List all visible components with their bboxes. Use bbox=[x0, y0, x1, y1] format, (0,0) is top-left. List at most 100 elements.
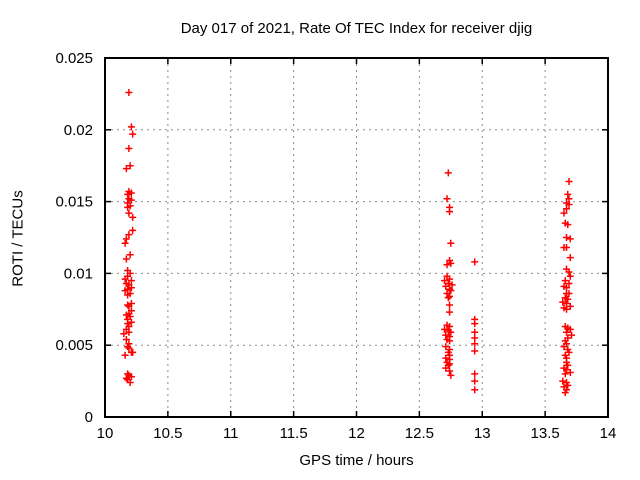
data-point bbox=[443, 195, 451, 203]
data-point bbox=[121, 287, 129, 295]
data-point bbox=[124, 203, 132, 211]
data-point bbox=[446, 337, 454, 345]
data-point bbox=[122, 311, 130, 319]
y-tick-label: 0.01 bbox=[64, 265, 93, 282]
data-point bbox=[563, 205, 571, 213]
data-point bbox=[446, 208, 454, 216]
data-point bbox=[471, 340, 479, 348]
data-point bbox=[125, 144, 133, 152]
data-point bbox=[471, 320, 479, 328]
x-tick-label: 11.5 bbox=[280, 425, 308, 442]
data-point bbox=[566, 272, 574, 280]
data-point bbox=[471, 370, 479, 378]
data-point bbox=[124, 190, 132, 198]
data-point bbox=[127, 284, 135, 292]
data-point bbox=[124, 301, 132, 309]
data-point bbox=[568, 331, 576, 339]
x-tick-label: 10 bbox=[97, 425, 114, 442]
data-point bbox=[442, 354, 450, 362]
data-point bbox=[471, 347, 479, 355]
y-tick-label: 0.025 bbox=[55, 50, 93, 67]
data-point bbox=[559, 377, 567, 385]
data-point bbox=[471, 386, 479, 394]
data-point bbox=[447, 371, 455, 379]
data-point bbox=[561, 370, 569, 378]
x-tick-label: 13 bbox=[474, 425, 491, 442]
data-point bbox=[120, 330, 128, 338]
chart-title: Day 017 of 2021, Rate Of TEC Index for r… bbox=[180, 20, 533, 37]
data-point bbox=[127, 277, 135, 285]
data-point bbox=[565, 268, 573, 276]
data-point bbox=[129, 130, 137, 138]
x-tick-label: 14 bbox=[600, 425, 617, 442]
data-point bbox=[127, 189, 135, 197]
data-point bbox=[129, 226, 137, 234]
data-point bbox=[122, 255, 130, 263]
data-point bbox=[566, 254, 574, 262]
data-point bbox=[122, 335, 130, 343]
y-tick-label: 0.015 bbox=[55, 194, 93, 211]
data-point bbox=[446, 301, 454, 309]
x-tick-label: 11 bbox=[223, 425, 239, 442]
data-point bbox=[563, 366, 571, 374]
data-point bbox=[446, 308, 454, 316]
data-point bbox=[560, 244, 568, 252]
data-point bbox=[471, 258, 479, 266]
data-point bbox=[566, 368, 574, 376]
data-point bbox=[564, 221, 572, 229]
data-point bbox=[565, 279, 573, 287]
data-point bbox=[124, 291, 132, 299]
data-point bbox=[121, 239, 129, 247]
data-point bbox=[565, 290, 573, 298]
data-point bbox=[565, 200, 573, 208]
data-point bbox=[447, 328, 455, 336]
x-tick-label: 12.5 bbox=[405, 425, 434, 442]
data-point bbox=[471, 377, 479, 385]
data-point bbox=[561, 389, 569, 397]
x-tick-label: 13.5 bbox=[531, 425, 560, 442]
y-tick-label: 0 bbox=[85, 409, 93, 426]
data-point bbox=[564, 295, 572, 303]
data-point bbox=[446, 275, 454, 283]
data-point bbox=[122, 165, 130, 173]
data-point bbox=[127, 196, 135, 204]
data-point bbox=[127, 373, 135, 381]
data-point bbox=[125, 209, 133, 217]
plot-border bbox=[104, 57, 609, 418]
data-point bbox=[560, 209, 568, 217]
x-axis-label: GPS time / hours bbox=[299, 452, 414, 469]
data-point bbox=[127, 123, 135, 131]
x-tick-label: 10.5 bbox=[153, 425, 182, 442]
y-tick-label: 0.02 bbox=[64, 122, 93, 139]
data-point bbox=[446, 367, 454, 375]
data-point bbox=[566, 235, 574, 243]
data-point bbox=[122, 374, 130, 382]
data-point bbox=[447, 259, 455, 267]
data-point bbox=[125, 344, 133, 352]
data-point bbox=[443, 261, 451, 269]
data-point bbox=[442, 343, 450, 351]
data-point bbox=[566, 325, 574, 333]
data-point bbox=[563, 234, 571, 241]
data-point bbox=[564, 361, 572, 369]
data-point bbox=[126, 251, 134, 259]
data-point bbox=[125, 231, 133, 239]
data-point bbox=[127, 318, 135, 326]
data-point bbox=[442, 331, 450, 339]
data-point bbox=[125, 88, 133, 96]
data-point bbox=[563, 305, 571, 313]
data-point bbox=[565, 348, 573, 356]
data-point bbox=[559, 298, 567, 306]
data-point bbox=[564, 381, 572, 389]
data-point bbox=[563, 328, 571, 336]
data-point bbox=[444, 294, 452, 302]
data-point bbox=[122, 235, 130, 243]
data-point bbox=[129, 348, 137, 356]
data-point bbox=[566, 302, 574, 310]
data-point bbox=[560, 343, 568, 351]
data-point bbox=[444, 169, 452, 177]
data-point bbox=[442, 282, 450, 290]
data-point bbox=[446, 360, 454, 368]
data-point bbox=[446, 285, 454, 293]
data-point bbox=[121, 351, 129, 359]
